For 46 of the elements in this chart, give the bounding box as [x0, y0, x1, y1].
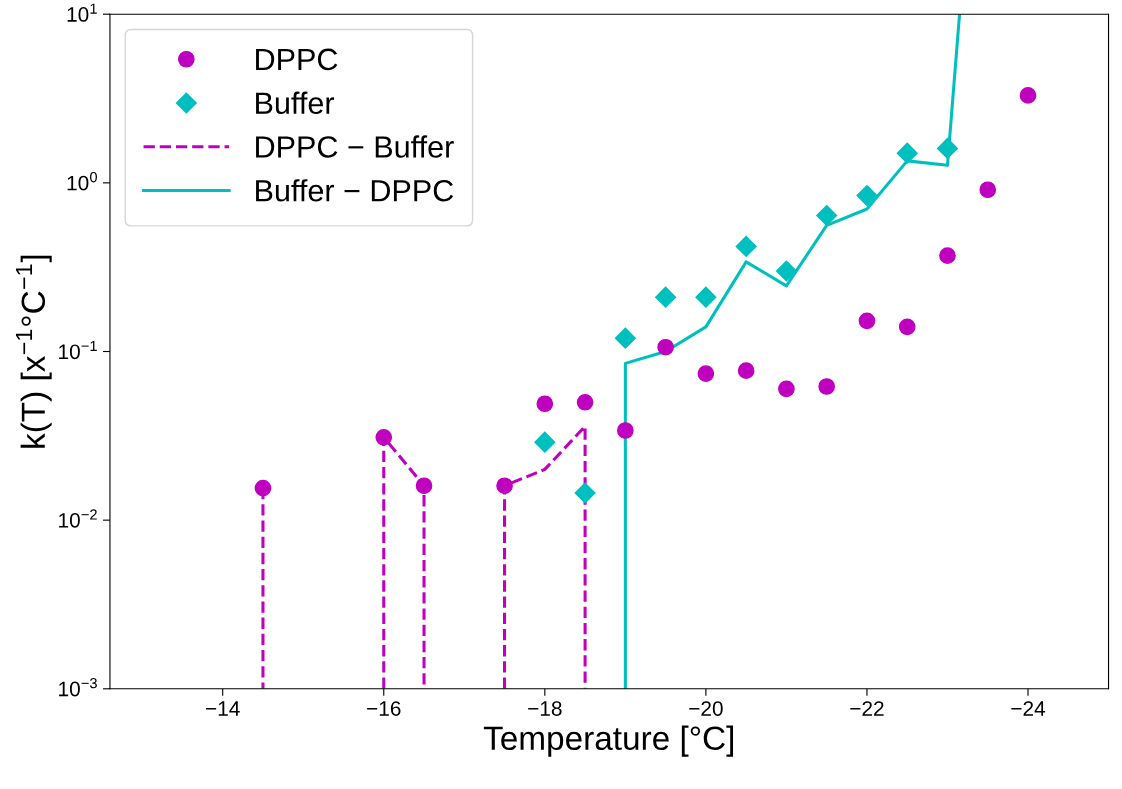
x-tick-label: −18 — [528, 701, 562, 716]
point — [614, 327, 636, 349]
point — [735, 235, 757, 257]
y-axis-title: k(T) [x$^{−1}$°C$^{−1}$] — [15, 255, 52, 448]
x-tick-label: −22 — [850, 701, 884, 716]
point — [775, 260, 797, 282]
y-tick-label: 10$^{−3}$ — [59, 678, 97, 697]
point — [1019, 87, 1037, 104]
point — [254, 479, 272, 497]
y-tick-label: 10$^{−2}$ — [59, 509, 97, 528]
line-series — [623, 14, 962, 689]
point — [936, 137, 958, 159]
x-axis-title: Temperature [°C] — [483, 725, 734, 757]
point — [496, 477, 513, 495]
x-tick-label: −20 — [689, 701, 723, 716]
point — [858, 312, 876, 330]
legend-label: Buffer − DPPC — [256, 179, 454, 202]
point — [778, 380, 795, 398]
x-tick-label: −24 — [1011, 701, 1046, 716]
point — [534, 431, 556, 453]
point — [617, 422, 634, 439]
legend-label: DPPC − Buffer — [256, 135, 454, 158]
point — [939, 247, 956, 265]
point — [574, 482, 596, 504]
x-tick-label: −16 — [367, 701, 401, 716]
point — [536, 395, 554, 413]
point — [375, 428, 393, 446]
point — [576, 393, 594, 411]
point — [697, 365, 715, 382]
point — [737, 362, 755, 379]
point — [415, 477, 433, 495]
point — [695, 286, 717, 308]
point — [856, 185, 878, 207]
point — [979, 181, 997, 199]
legend-label: Buffer — [256, 91, 335, 115]
x-tick-label: −14 — [206, 701, 240, 716]
point — [818, 378, 836, 395]
point — [898, 318, 916, 336]
y-tick-label: 10$^{0}$ — [67, 172, 97, 191]
point — [655, 286, 677, 308]
legend-label: DPPC — [256, 48, 338, 71]
point — [896, 142, 918, 164]
y-tick-label: 10$^{1}$ — [67, 3, 97, 22]
point — [657, 338, 674, 356]
point — [816, 205, 838, 227]
y-tick-label: 10$^{−1}$ — [59, 340, 97, 360]
